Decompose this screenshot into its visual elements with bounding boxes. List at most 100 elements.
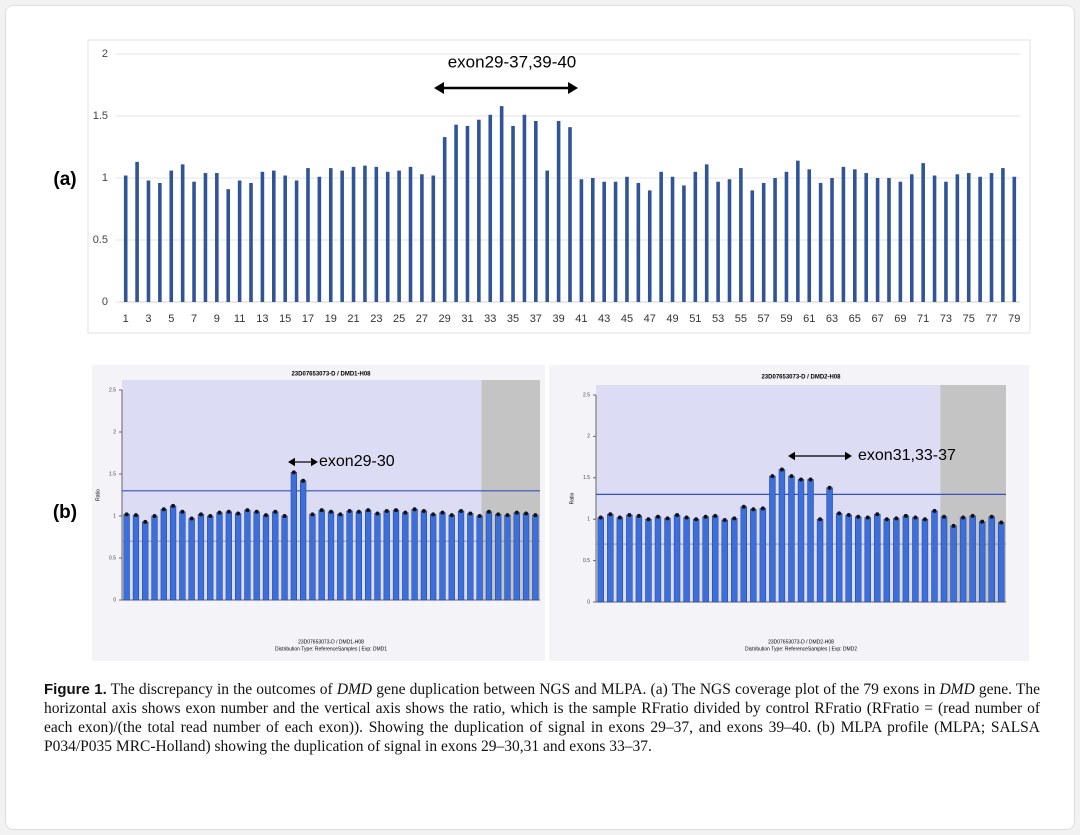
bar-marker — [180, 509, 185, 514]
bar-marker — [514, 510, 519, 515]
bar — [761, 182, 766, 302]
y-tick-label: 1 — [113, 513, 116, 519]
y-tick-label: 0 — [113, 597, 116, 603]
x-tick-label: 1 — [123, 313, 129, 325]
bar-marker — [846, 513, 851, 518]
bar — [796, 160, 800, 302]
bar — [188, 518, 195, 601]
bar-marker — [789, 474, 794, 479]
bar-marker — [440, 510, 445, 515]
bar — [300, 480, 307, 601]
bar-marker — [319, 508, 324, 513]
bar — [788, 475, 795, 603]
bar — [448, 514, 455, 601]
bar-marker — [254, 509, 259, 514]
bar — [135, 161, 139, 302]
arrow-head — [845, 451, 852, 461]
bar — [142, 521, 149, 601]
y-axis-label: Ratio — [569, 492, 575, 504]
bar — [215, 173, 219, 302]
caption-label: Figure 1. — [44, 681, 107, 698]
bar — [244, 509, 251, 601]
arrow-head — [788, 451, 795, 461]
bar-marker — [338, 512, 343, 517]
bar-marker — [894, 516, 899, 521]
bar — [290, 472, 297, 601]
bar — [797, 479, 805, 603]
bar-marker — [198, 512, 203, 517]
bar — [692, 518, 700, 603]
bar-marker — [732, 516, 737, 521]
bar — [693, 171, 698, 302]
annotation: exon29-30 — [319, 453, 395, 470]
bar-marker — [366, 508, 371, 513]
bar — [260, 171, 265, 302]
y-tick-label: 0.5 — [583, 558, 590, 564]
bar — [670, 176, 675, 302]
bar-marker — [236, 511, 241, 516]
bar-marker — [779, 467, 784, 472]
bar — [179, 511, 186, 601]
x-tick-label: 67 — [871, 313, 883, 325]
y-tick-label: 2 — [587, 434, 590, 440]
bar-marker — [675, 513, 680, 518]
bar — [921, 163, 925, 302]
bar — [454, 124, 458, 303]
bar — [702, 516, 709, 603]
chart-title: 23D07653073-D / DMD1-H08 — [291, 372, 371, 378]
bar-marker — [403, 510, 408, 515]
bar — [739, 168, 743, 302]
x-tick-label: 55 — [735, 313, 747, 325]
bar — [327, 511, 335, 601]
x-tick-label: 27 — [416, 313, 428, 325]
bar — [626, 514, 633, 603]
bar — [940, 516, 948, 603]
bar — [234, 513, 242, 601]
bar-marker — [655, 514, 660, 519]
chart-footer: 23D07653073-D / DMD2-H08 — [768, 639, 834, 645]
x-tick-label: 59 — [780, 313, 792, 325]
bar-marker — [684, 515, 689, 520]
bar — [402, 512, 409, 601]
bar — [654, 516, 662, 603]
bar — [123, 514, 130, 601]
bar — [731, 518, 738, 603]
bar-marker — [703, 514, 708, 519]
bar-marker — [133, 513, 138, 518]
x-tick-label: 5 — [168, 313, 174, 325]
x-tick-label: 19 — [325, 313, 337, 325]
x-tick-label: 69 — [894, 313, 906, 325]
bar — [439, 512, 446, 601]
y-tick-label: 1.5 — [93, 110, 108, 122]
x-tick-label: 53 — [712, 313, 724, 325]
arrow-head — [434, 82, 444, 94]
bar — [197, 514, 205, 601]
bar — [807, 479, 814, 603]
x-tick-label: 49 — [666, 313, 678, 325]
annotation: exon31,33-37 — [858, 447, 956, 464]
bar-marker — [301, 478, 306, 483]
bar-marker — [942, 514, 947, 519]
bar — [237, 180, 242, 302]
bar — [408, 166, 413, 302]
bar — [442, 137, 447, 302]
bar — [998, 522, 1005, 603]
x-tick-label: 47 — [644, 313, 656, 325]
bar-marker — [486, 509, 491, 514]
bar-marker — [989, 514, 994, 519]
bar — [664, 518, 671, 603]
bar — [784, 171, 789, 302]
bar — [818, 182, 823, 302]
bar-marker — [922, 517, 927, 522]
bar-marker — [665, 516, 670, 521]
chart-footer: 23D07653073-D / DMD1-H08 — [298, 639, 364, 645]
bar-marker — [524, 511, 529, 516]
bar — [855, 516, 862, 603]
bar-marker — [799, 477, 803, 482]
bar — [704, 164, 709, 302]
bar-marker — [808, 477, 813, 482]
bar — [959, 517, 967, 603]
bar — [411, 509, 418, 601]
bar-marker — [980, 519, 985, 524]
